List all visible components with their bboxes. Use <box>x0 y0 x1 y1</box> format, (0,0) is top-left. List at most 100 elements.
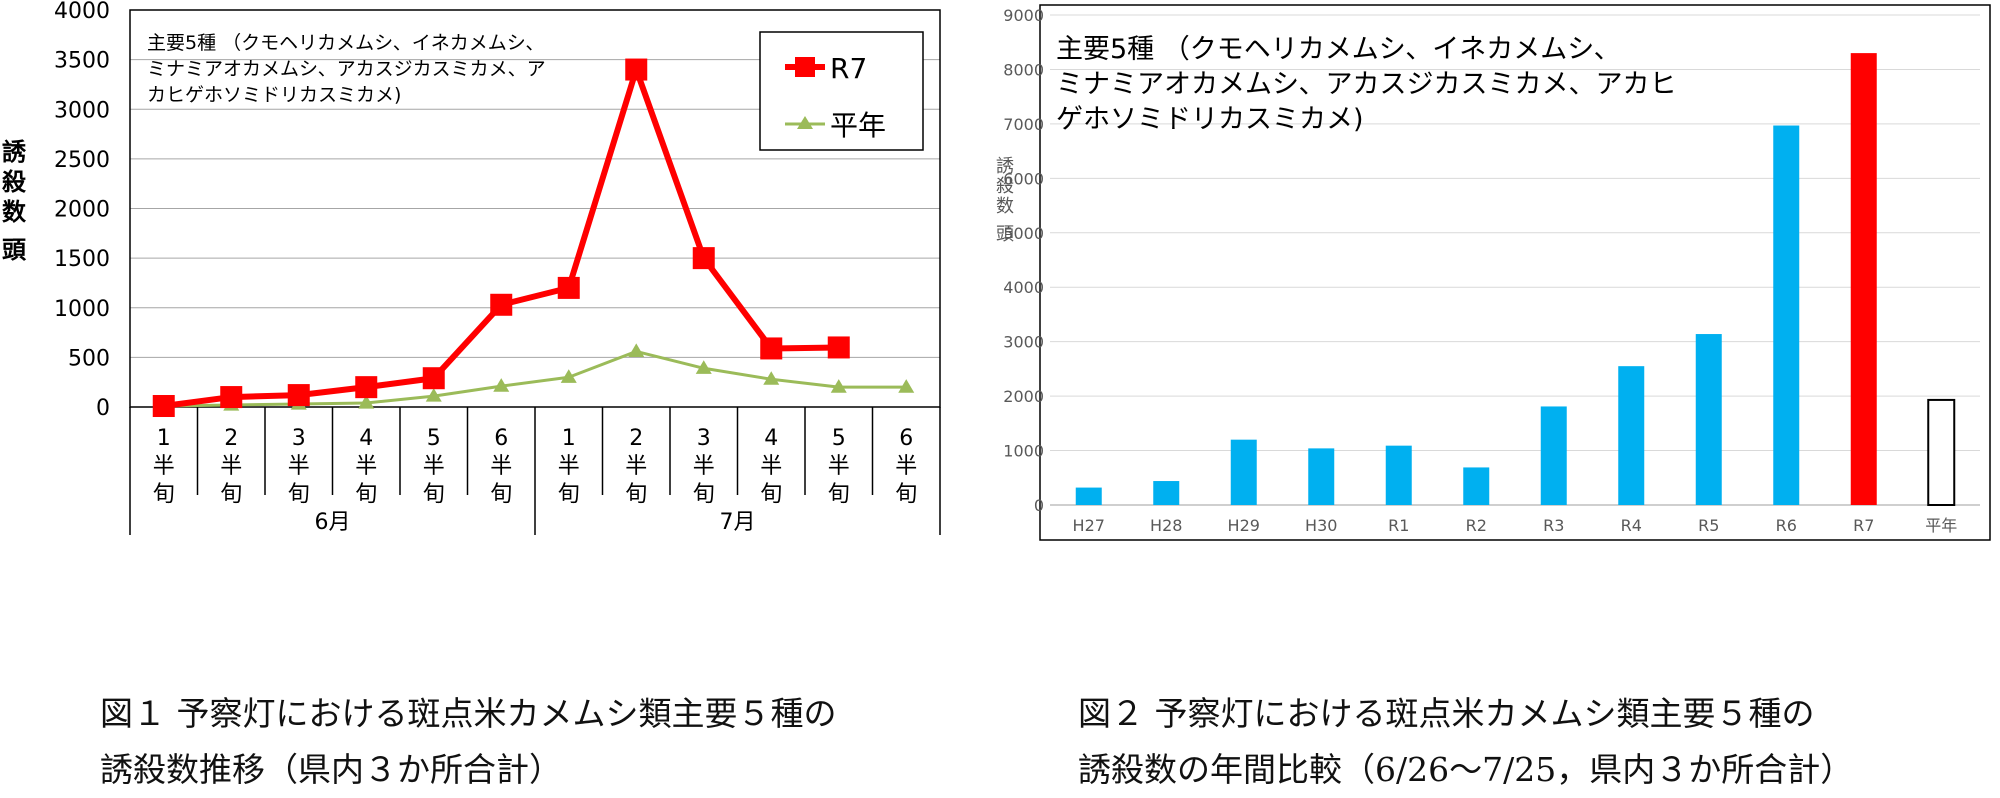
y-tick-label: 4000 <box>1003 278 1044 297</box>
x-tick-label: 3 半旬 <box>693 426 715 507</box>
bar <box>1540 406 1567 505</box>
axes <box>1039 4 1991 541</box>
x-tick-label: H29 <box>1228 516 1260 535</box>
legend-marker-r7 <box>795 57 815 77</box>
legend-label-r7: R7 <box>830 52 867 85</box>
figure-2-caption-line-1: 図２ 予察灯における斑点米カメムシ類主要５種の <box>1078 694 1815 733</box>
y-tick-label: 1000 <box>1003 442 1044 461</box>
x-tick-label: R4 <box>1621 516 1642 535</box>
bar <box>1463 467 1490 505</box>
month-label: 6月 <box>315 510 351 535</box>
annotation-line: ゲホソミドリカスミカメ) <box>1056 104 1364 135</box>
axes <box>129 9 941 535</box>
y-axis-label-char: 数 <box>2 198 27 226</box>
annotation-line: 主要5種 （クモヘリカメムシ、イネカメムシ、 <box>147 32 544 54</box>
bar <box>1850 53 1877 505</box>
x-tick-label: R5 <box>1698 516 1719 535</box>
x-tick-labels: H27 H28 H29 H30 R1 R2 R3 R4 R5 R6 R7 平年 <box>1073 516 1958 535</box>
x-tick-label: R6 <box>1776 516 1797 535</box>
data-point <box>760 337 783 360</box>
x-tick-label: 2 半旬 <box>625 426 647 507</box>
legend: R7 平年 <box>759 31 924 151</box>
y-axis-label-char: 頭 <box>2 236 27 264</box>
x-tick-label: 3 半旬 <box>288 426 310 507</box>
y-tick-label: 2000 <box>1003 387 1044 406</box>
annotation-line: ミナミアオカメムシ、アカスジカスミカメ、ア <box>147 58 546 80</box>
y-tick-label: 4000 <box>54 0 110 24</box>
y-tick-label: 1500 <box>54 247 110 272</box>
bar <box>1927 398 1956 506</box>
annotation-line: ミナミアオカメムシ、アカスジカスミカメ、アカヒ <box>1056 69 1676 100</box>
x-tick-label: R2 <box>1466 516 1487 535</box>
x-tick-label: 4 半旬 <box>760 426 782 507</box>
y-axis-label-char: 誘 <box>2 138 27 166</box>
bar <box>1773 125 1800 506</box>
y-tick-label: 3000 <box>1003 333 1044 352</box>
bars <box>1075 53 1956 506</box>
y-axis-label-char: 殺 <box>2 168 27 196</box>
y-tick-label: 5000 <box>1003 224 1044 243</box>
x-tick-label: 4 半旬 <box>355 426 377 507</box>
figure-1-caption-line-2: 誘殺数推移（県内３か所合計） <box>100 750 562 789</box>
data-point <box>560 369 577 383</box>
figure-2-caption: 図２ 予察灯における斑点米カメムシ類主要５種の 誘殺数の年間比較（6/26～7/… <box>1078 686 1853 798</box>
data-point <box>625 58 648 81</box>
data-point <box>493 378 510 392</box>
series-line <box>163 349 907 408</box>
y-tick-label: 0 <box>1034 496 1044 515</box>
y-tick-label: 500 <box>68 346 110 371</box>
series-line <box>163 66 839 409</box>
gridlines <box>130 59 940 358</box>
legend-box <box>759 31 924 151</box>
y-tick-label: 3500 <box>54 49 110 74</box>
y-tick-label: 2500 <box>54 148 110 173</box>
x-tick-label: R1 <box>1388 516 1409 535</box>
legend-label-heinen: 平年 <box>830 109 886 142</box>
x-tick-label: 2 半旬 <box>220 426 242 507</box>
bar-chart: 0 1000 2000 3000 4000 5000 6000 7000 8000 9000 H2… <box>996 4 1991 541</box>
figure-2-caption-line-2: 誘殺数の年間比較（6/26～7/25，県内３か所合計） <box>1078 750 1854 789</box>
x-tick-label: R7 <box>1853 516 1874 535</box>
y-tick-label: 8000 <box>1003 60 1044 79</box>
y-axis-label-char: 誘 <box>996 156 1014 177</box>
month-label: 7月 <box>720 510 756 535</box>
x-tick-label: H27 <box>1073 516 1105 535</box>
y-tick-labels: 0 1000 2000 3000 4000 5000 6000 7000 8000 9000 <box>1003 6 1044 515</box>
figure-1-caption-line-1: 図１ 予察灯における斑点米カメムシ類主要５種の <box>100 694 837 733</box>
y-tick-label: 3000 <box>54 98 110 123</box>
y-tick-label: 1000 <box>54 297 110 322</box>
data-point <box>763 371 780 385</box>
data-point <box>355 376 378 399</box>
annotation-line: カヒゲホソミドリカスミカメ) <box>147 84 401 106</box>
y-axis-label-char: 数 <box>996 196 1014 217</box>
data-point <box>358 395 375 409</box>
y-tick-label: 2000 <box>54 198 110 223</box>
x-tick-label: 1 半旬 <box>153 426 175 507</box>
y-tick-label: 7000 <box>1003 115 1044 134</box>
y-tick-label: 6000 <box>1003 169 1044 188</box>
data-point <box>422 367 445 390</box>
x-tick-label: H30 <box>1305 516 1337 535</box>
bar <box>1230 439 1257 505</box>
bar <box>1308 448 1335 505</box>
x-tick-label: 平年 <box>1925 516 1957 535</box>
x-tick-label: 6 半旬 <box>895 426 917 507</box>
x-tick-label: 1 半旬 <box>558 426 580 507</box>
data-point <box>692 247 715 270</box>
y-axis-label-char: 殺 <box>996 176 1014 197</box>
x-tick-label: H28 <box>1150 516 1182 535</box>
bar <box>1153 481 1180 505</box>
data-point <box>628 343 645 358</box>
data-point <box>898 379 915 393</box>
data-point <box>830 379 847 393</box>
annotation: 主要5種 （クモヘリカメムシ、イネカメムシ、ミナミアオカメムシ、アカスジカスミカ… <box>147 32 546 106</box>
annotation: 主要5種 （クモヘリカメムシ、イネカメムシ、ミナミアオカメムシ、アカスジカスミカ… <box>1056 34 1676 135</box>
x-tick-label: 5 半旬 <box>423 426 445 507</box>
y-tick-label: 9000 <box>1003 6 1044 25</box>
data-point <box>425 388 442 402</box>
y-tick-label: 0 <box>96 396 110 421</box>
x-tick-label: 6 半旬 <box>490 426 512 507</box>
data-point <box>220 386 243 409</box>
